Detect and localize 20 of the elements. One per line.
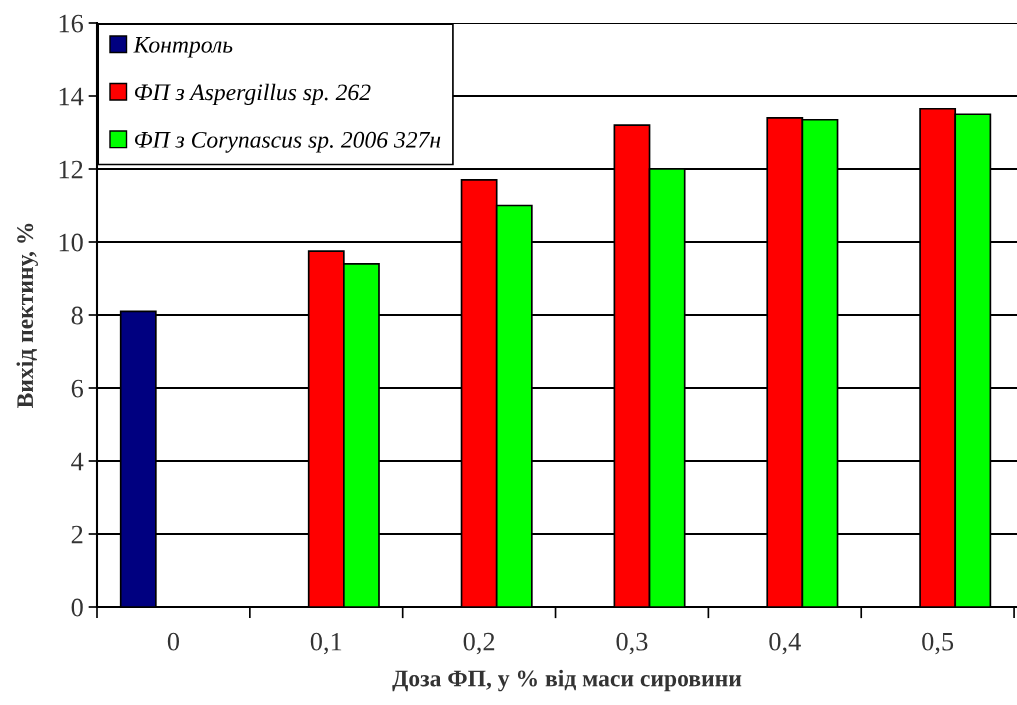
y-tick-label: 0 <box>71 598 83 617</box>
x-tick-label: 0 <box>167 632 180 651</box>
x-tick-label: 0,3 <box>616 632 648 655</box>
x-tick-label: 0,2 <box>463 632 495 655</box>
x-tick-label: 0,1 <box>310 632 342 655</box>
y-axis-title: Вихід пектину, % <box>16 223 38 409</box>
y-tick-label: 10 <box>59 233 83 252</box>
y-tick-label: 8 <box>71 306 83 325</box>
legend-label: ФП з Corynascus sp. 2006 327н <box>134 131 441 153</box>
x-tick-label: 0,4 <box>769 632 801 655</box>
y-tick-label: 6 <box>71 379 84 398</box>
x-axis-title: Доза ФП, у % від маси сировини <box>392 669 742 692</box>
y-tick-label: 12 <box>59 160 83 179</box>
y-tick-label: 2 <box>71 525 83 544</box>
x-tick-label: 0,5 <box>922 632 954 655</box>
y-tick-label: 16 <box>59 14 84 33</box>
legend-label: ФП з Aspergillus sp. 262 <box>134 83 371 106</box>
y-tick-label: 14 <box>59 87 84 106</box>
y-tick-label: 4 <box>71 452 84 471</box>
legend-label: Контроль <box>133 37 233 58</box>
